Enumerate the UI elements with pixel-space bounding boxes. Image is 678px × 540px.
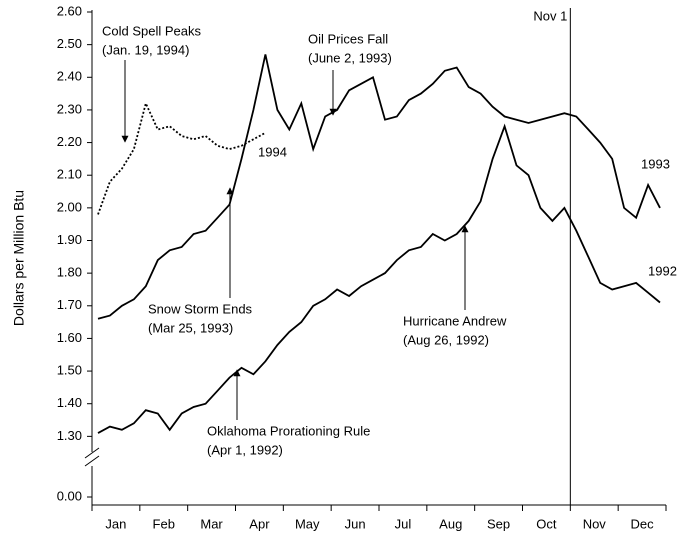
x-tick-label: Feb (153, 516, 175, 531)
y-tick-label: 2.60 (57, 3, 82, 18)
y-tick-label: 1.40 (57, 395, 82, 410)
y-axis-label: Dollars per Million Btu (11, 190, 27, 326)
x-tick-label: May (295, 516, 320, 531)
y-tick-label: 0.00 (57, 488, 82, 503)
axis-break (84, 455, 100, 467)
x-tick-label: Apr (249, 516, 270, 531)
annotation-text: (Jan. 19, 1994) (102, 42, 189, 57)
y-tick-label: 2.50 (57, 36, 82, 51)
x-tick-label: Jul (395, 516, 412, 531)
annotation-text: Hurricane Andrew (403, 313, 507, 328)
y-tick-label: 1.90 (57, 232, 82, 247)
y-tick-label: 2.30 (57, 101, 82, 116)
x-tick-label: Mar (200, 516, 223, 531)
y-tick-label: 2.00 (57, 199, 82, 214)
y-tick-label: 1.60 (57, 330, 82, 345)
annotation-text: Oil Prices Fall (308, 31, 388, 46)
y-tick-label: 1.30 (57, 428, 82, 443)
y-tick-label: 1.70 (57, 297, 82, 312)
x-tick-label: Aug (439, 516, 462, 531)
reference-label: Nov 1 (533, 8, 567, 23)
x-tick-label: Oct (536, 516, 557, 531)
annotation-text: (Aug 26, 1992) (403, 332, 489, 347)
series-line (97, 54, 661, 320)
annotation-text: (June 2, 1993) (308, 50, 392, 65)
series-label: 1994 (258, 144, 287, 159)
series-line (97, 123, 661, 434)
series-line (97, 100, 266, 215)
annotation-text: (Mar 25, 1993) (148, 320, 233, 335)
y-tick-label: 1.80 (57, 265, 82, 280)
x-tick-label: Nov (583, 516, 607, 531)
annotation-text: (Apr 1, 1992) (207, 442, 283, 457)
x-tick-label: Dec (631, 516, 655, 531)
y-tick-label: 1.50 (57, 363, 82, 378)
annotation-text: Snow Storm Ends (148, 301, 253, 316)
x-tick-label: Sep (487, 516, 510, 531)
series-label: 1992 (648, 263, 677, 278)
annotation-text: Cold Spell Peaks (102, 23, 201, 38)
y-tick-label: 2.10 (57, 167, 82, 182)
y-tick-label: 2.20 (57, 134, 82, 149)
x-tick-label: Jan (105, 516, 126, 531)
series-label: 1993 (641, 156, 670, 171)
y-tick-label: 2.40 (57, 69, 82, 84)
axis-break (84, 447, 100, 459)
annotation-text: Oklahoma Prorationing Rule (207, 423, 370, 438)
x-tick-label: Jun (345, 516, 366, 531)
